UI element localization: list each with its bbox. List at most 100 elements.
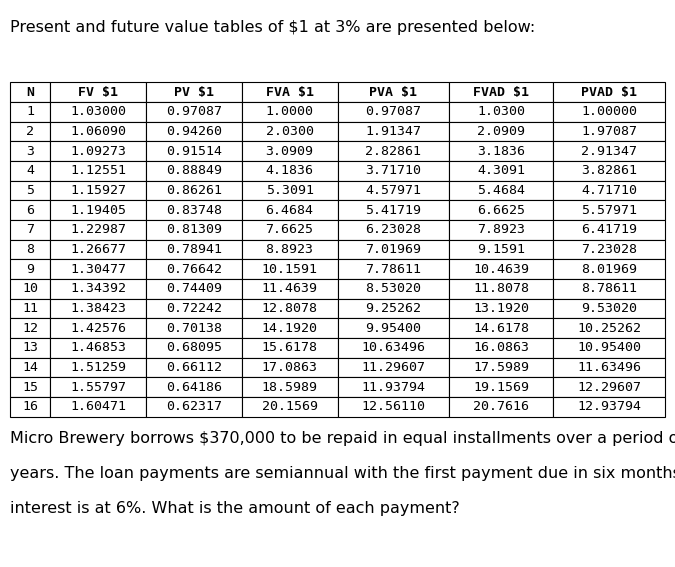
Bar: [338, 358, 450, 378]
Bar: [338, 200, 450, 220]
Bar: [553, 121, 665, 141]
Bar: [10, 318, 50, 338]
Bar: [553, 318, 665, 338]
Bar: [242, 240, 338, 259]
Bar: [146, 161, 242, 181]
Text: 19.1569: 19.1569: [473, 380, 529, 393]
Text: 6.4684: 6.4684: [265, 204, 314, 217]
Text: 2: 2: [26, 125, 34, 138]
Bar: [553, 358, 665, 378]
Bar: [50, 358, 146, 378]
Bar: [242, 259, 338, 279]
Text: 4.71710: 4.71710: [581, 184, 637, 197]
Bar: [450, 299, 553, 318]
Bar: [450, 338, 553, 358]
Bar: [553, 82, 665, 102]
Text: 1: 1: [26, 105, 34, 119]
Bar: [338, 378, 450, 397]
Text: 8.53020: 8.53020: [365, 282, 421, 295]
Bar: [242, 318, 338, 338]
Bar: [50, 397, 146, 417]
Text: 1.0000: 1.0000: [265, 105, 314, 119]
Text: 6.23028: 6.23028: [365, 223, 421, 236]
Text: 7.8923: 7.8923: [477, 223, 525, 236]
Text: 17.5989: 17.5989: [473, 361, 529, 374]
Text: 5.41719: 5.41719: [365, 204, 421, 217]
Bar: [242, 102, 338, 121]
Bar: [242, 338, 338, 358]
Text: 0.83748: 0.83748: [166, 204, 222, 217]
Text: FV $1: FV $1: [78, 86, 118, 99]
Bar: [450, 141, 553, 161]
Bar: [553, 299, 665, 318]
Text: 10.95400: 10.95400: [577, 341, 641, 354]
Bar: [146, 279, 242, 299]
Bar: [146, 181, 242, 200]
Bar: [10, 220, 50, 240]
Text: 1.55797: 1.55797: [70, 380, 126, 393]
Bar: [450, 378, 553, 397]
Text: 1.0300: 1.0300: [477, 105, 525, 119]
Bar: [146, 141, 242, 161]
Bar: [50, 161, 146, 181]
Bar: [338, 220, 450, 240]
Text: 8: 8: [26, 243, 34, 256]
Bar: [242, 220, 338, 240]
Text: 15: 15: [22, 380, 38, 393]
Text: 13.1920: 13.1920: [473, 302, 529, 315]
Bar: [146, 121, 242, 141]
Bar: [146, 259, 242, 279]
Text: 7.78611: 7.78611: [365, 263, 421, 276]
Bar: [50, 141, 146, 161]
Bar: [50, 279, 146, 299]
Bar: [553, 220, 665, 240]
Bar: [242, 299, 338, 318]
Bar: [146, 102, 242, 121]
Text: 6.6625: 6.6625: [477, 204, 525, 217]
Bar: [553, 181, 665, 200]
Bar: [242, 279, 338, 299]
Text: 1.09273: 1.09273: [70, 145, 126, 158]
Bar: [338, 338, 450, 358]
Bar: [242, 161, 338, 181]
Text: 1.60471: 1.60471: [70, 400, 126, 413]
Bar: [50, 299, 146, 318]
Bar: [146, 200, 242, 220]
Bar: [338, 397, 450, 417]
Text: 0.97087: 0.97087: [166, 105, 222, 119]
Text: PV $1: PV $1: [173, 86, 214, 99]
Text: 1.19405: 1.19405: [70, 204, 126, 217]
Bar: [242, 397, 338, 417]
Text: 7.01969: 7.01969: [365, 243, 421, 256]
Bar: [50, 121, 146, 141]
Bar: [553, 161, 665, 181]
Bar: [242, 200, 338, 220]
Bar: [338, 318, 450, 338]
Text: 8.78611: 8.78611: [581, 282, 637, 295]
Text: 4.57971: 4.57971: [365, 184, 421, 197]
Bar: [338, 161, 450, 181]
Bar: [553, 378, 665, 397]
Text: 5.57971: 5.57971: [581, 204, 637, 217]
Bar: [338, 82, 450, 102]
Bar: [50, 259, 146, 279]
Text: 14.6178: 14.6178: [473, 321, 529, 335]
Text: 0.74409: 0.74409: [166, 282, 222, 295]
Bar: [450, 161, 553, 181]
Text: 20.1569: 20.1569: [262, 400, 318, 413]
Text: 7: 7: [26, 223, 34, 236]
Bar: [553, 338, 665, 358]
Bar: [450, 121, 553, 141]
Bar: [450, 279, 553, 299]
Text: 0.91514: 0.91514: [166, 145, 222, 158]
Bar: [50, 181, 146, 200]
Bar: [10, 161, 50, 181]
Text: 4: 4: [26, 164, 34, 177]
Text: 1.15927: 1.15927: [70, 184, 126, 197]
Text: 0.88849: 0.88849: [166, 164, 222, 177]
Bar: [10, 358, 50, 378]
Bar: [146, 338, 242, 358]
Bar: [50, 220, 146, 240]
Text: FVAD $1: FVAD $1: [473, 86, 529, 99]
Text: 2.0909: 2.0909: [477, 125, 525, 138]
